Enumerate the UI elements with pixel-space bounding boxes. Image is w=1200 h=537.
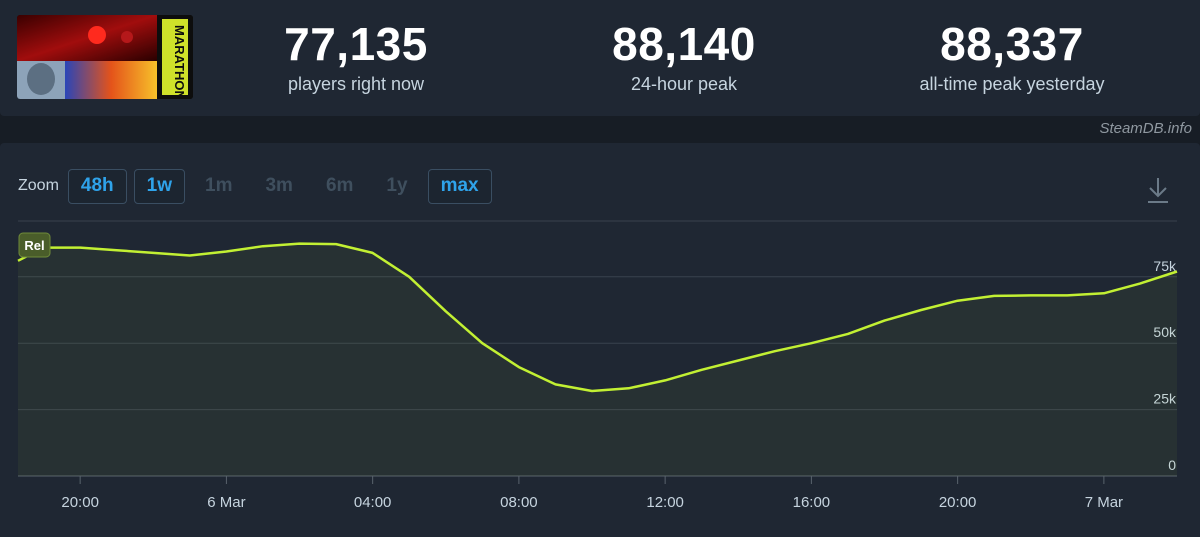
x-tick-label: 6 Mar	[207, 494, 245, 511]
x-tick-label: 04:00	[354, 494, 392, 511]
player-count-chart[interactable]: 20:00 6 Mar 04:00 08:00 12:00 16:00 20:00 7 Mar…	[0, 143, 1200, 537]
series-line	[17, 242, 1178, 393]
zoom-max-button[interactable]: max	[427, 168, 492, 204]
peak-24h-value: 88,140	[612, 18, 756, 70]
stat-24h-peak: 88,140 24-hour peak	[534, 18, 834, 96]
peak-24h-label: 24-hour peak	[630, 74, 738, 94]
rel-badge[interactable]: Rel	[18, 232, 51, 258]
game-logo-text: MARATHON	[172, 25, 187, 99]
steamdb-credit[interactable]: SteamDB.info	[1099, 120, 1192, 137]
game-thumbnail[interactable]: MARATHON	[17, 15, 193, 99]
chart-x-axis: 20:00 6 Mar 04:00 08:00 12:00 16:00 20:00 7 Mar	[61, 476, 1123, 511]
game-cover-art: MARATHON	[17, 15, 193, 99]
x-tick-label: 20:00	[939, 494, 977, 511]
y-tick-label: 75k	[1153, 258, 1177, 274]
rel-badge-label: Rel	[24, 238, 44, 253]
zoom-bar: Zoom 48h 1w 1m 3m 6m 1y max	[18, 168, 499, 204]
x-tick-label: 7 Mar	[1085, 494, 1123, 511]
x-tick-label: 08:00	[500, 494, 538, 511]
stats-panel: MARATHON 77,135 players right now 88,140…	[0, 0, 1200, 116]
zoom-48h-button[interactable]: 48h	[67, 168, 127, 204]
stat-players-now: 77,135 players right now	[206, 18, 506, 96]
x-tick-label: 12:00	[646, 494, 684, 511]
chart-grid	[18, 220, 1177, 477]
zoom-1w-button[interactable]: 1w	[133, 168, 186, 204]
y-tick-label: 0	[1168, 457, 1176, 473]
stat-all-time-peak: 88,337 all-time peak yesterday	[862, 18, 1162, 96]
zoom-label: Zoom	[18, 177, 59, 194]
all-time-peak-label: all-time peak yesterday	[919, 74, 1105, 94]
zoom-6m-button[interactable]: 6m	[325, 175, 354, 196]
players-now-label: players right now	[287, 74, 425, 94]
x-tick-label: 20:00	[61, 494, 99, 511]
y-tick-label: 50k	[1153, 324, 1177, 340]
x-tick-label: 16:00	[793, 494, 831, 511]
chart-panel: Zoom 48h 1w 1m 3m 6m 1y max	[0, 143, 1200, 537]
chart-y-axis: 0 25k 50k 75k	[1153, 258, 1177, 473]
series-area	[18, 243, 1177, 476]
zoom-1y-button[interactable]: 1y	[386, 175, 408, 196]
zoom-1m-button[interactable]: 1m	[205, 175, 233, 196]
y-tick-label: 25k	[1153, 391, 1177, 407]
download-icon	[1148, 178, 1168, 203]
download-button[interactable]	[1146, 175, 1170, 205]
players-now-value: 77,135	[284, 18, 428, 70]
zoom-3m-button[interactable]: 3m	[265, 175, 293, 196]
all-time-peak-value: 88,337	[940, 18, 1084, 70]
